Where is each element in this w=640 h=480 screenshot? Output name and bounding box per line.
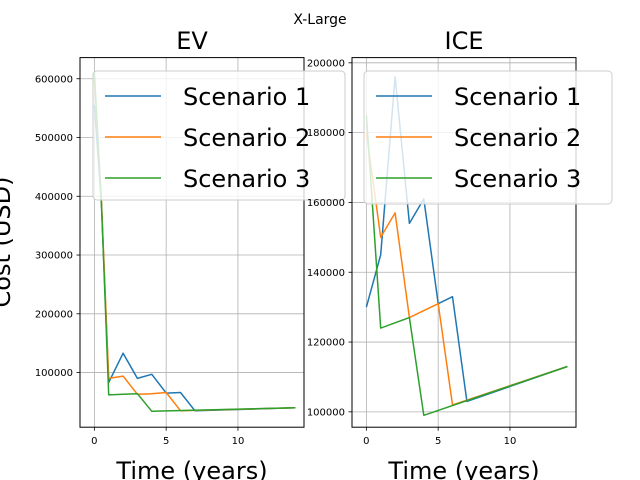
ev-axes-frame	[79, 57, 305, 428]
ev-y-tick-label: 600000	[35, 74, 73, 85]
ice-legend: Scenario 1 Scenario 2 Scenario 3	[363, 70, 613, 205]
ice-x-axis-label: Time (years)	[387, 457, 539, 480]
ev-legend-label-3: Scenario 3	[183, 165, 310, 193]
ev-y-tick-label: 400000	[35, 192, 73, 203]
ice-y-tick-label: 200000	[307, 58, 345, 69]
ice-x-tick-label: 10	[504, 436, 517, 447]
ev-legend-label-1: Scenario 1	[183, 83, 310, 111]
ice-y-tick-label: 100000	[307, 407, 345, 418]
ice-y-tick-label: 140000	[307, 268, 345, 279]
ice-legend-label-1: Scenario 1	[454, 83, 581, 111]
ev-y-tick-label: 200000	[35, 309, 73, 320]
ev-legend: Scenario 1 Scenario 2 Scenario 3	[92, 70, 346, 201]
ev-chart: 0 5 10 100000 200000 300000 400000 500000 600000…	[0, 27, 346, 480]
ev-legend-label-2: Scenario 2	[183, 124, 310, 152]
ev-ticks: 0 5 10 100000 200000 300000 400000 500000 600000	[35, 74, 245, 447]
ice-x-tick-label: 0	[363, 436, 369, 447]
ev-x-tick-label: 0	[91, 436, 97, 447]
ev-y-tick-label: 300000	[35, 251, 73, 262]
ice-legend-label-2: Scenario 2	[454, 124, 581, 152]
ev-series-line-3	[93, 72, 296, 413]
ice-y-tick-label: 180000	[307, 128, 345, 139]
ev-y-tick-label: 500000	[35, 133, 73, 144]
ice-series-line-3	[365, 115, 568, 417]
figure-suptitle: X-Large	[293, 12, 346, 28]
ev-title: EV	[176, 27, 208, 55]
ev-y-tick-label: 100000	[35, 368, 73, 379]
ice-axes-frame	[351, 57, 577, 428]
ev-x-axis-label: Time (years)	[115, 457, 267, 480]
ev-legend-frame	[92, 70, 346, 201]
ice-chart: 0 5 10 100000 120000 140000 160000 180000 200000…	[307, 27, 613, 480]
ice-legend-frame	[363, 70, 613, 205]
ice-title: ICE	[445, 27, 484, 55]
ice-legend-label-3: Scenario 3	[454, 165, 581, 193]
ice-x-tick-label: 5	[435, 436, 441, 447]
ice-y-tick-label: 120000	[307, 338, 345, 349]
ice-ticks: 0 5 10 100000 120000 140000 160000 180000 200000	[307, 58, 517, 447]
ev-series-lines	[93, 72, 296, 413]
ice-series-line-2	[365, 132, 568, 406]
ev-x-tick-label: 10	[232, 436, 245, 447]
ice-y-tick-label: 160000	[307, 198, 345, 209]
ev-y-axis-label: Cost (USD)	[0, 177, 16, 308]
ev-x-tick-label: 5	[163, 436, 169, 447]
